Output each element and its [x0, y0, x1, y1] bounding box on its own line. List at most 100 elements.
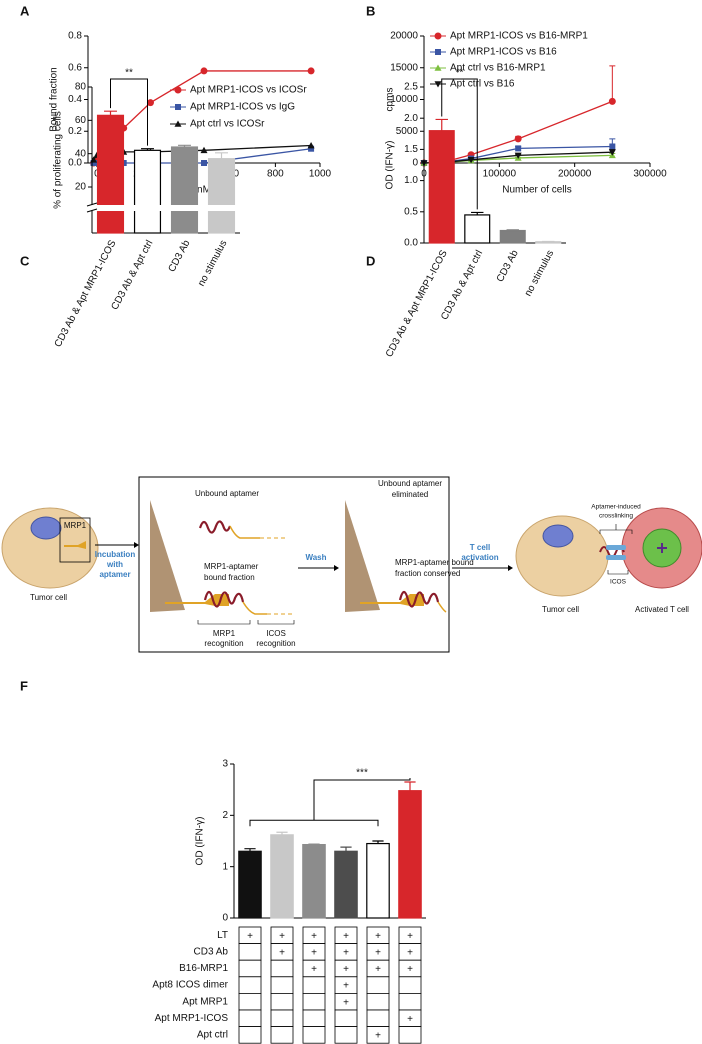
label: recognition	[256, 639, 295, 648]
error-bar	[276, 831, 288, 835]
bracket	[607, 570, 629, 575]
table-cell	[366, 1026, 390, 1044]
y-tick-label: 1	[222, 861, 228, 872]
marker	[174, 120, 182, 127]
cell-mark: +	[311, 948, 317, 959]
marker	[307, 67, 315, 75]
label: MRP1-aptamer	[204, 562, 259, 571]
bar	[238, 850, 262, 919]
x-tick-label: 1000	[309, 169, 332, 180]
y-tick-label: 0.5	[404, 206, 418, 217]
y-tick-label: 1.0	[404, 175, 418, 186]
y-tick-label: 1.5	[404, 144, 418, 155]
y-tick-label: 60	[75, 115, 87, 126]
significance-bracket	[441, 78, 478, 210]
row-label: Apt8 ICOS dimer	[152, 980, 228, 991]
table-cell	[238, 959, 262, 978]
aptamer	[398, 590, 440, 608]
legend-label: Apt MRP1-ICOS vs B16	[450, 47, 557, 58]
bar	[96, 114, 125, 234]
label: Aptamer-induced	[591, 504, 641, 511]
label: ICOS	[266, 629, 286, 638]
significance-label: **	[125, 68, 133, 79]
label: crosslinking	[599, 513, 633, 520]
bar	[207, 158, 236, 234]
y-axis-label: % of proliferating cells	[53, 111, 64, 209]
error-bar	[506, 229, 519, 231]
cell-mark: +	[343, 997, 349, 1008]
bar	[302, 843, 326, 919]
error-bar	[104, 110, 117, 116]
bar	[334, 850, 358, 919]
x-tick-label: 300000	[633, 169, 667, 180]
marker	[146, 99, 154, 107]
arrow-head	[334, 565, 339, 571]
x-tick-label: CD3 Ab & Apt ctrl	[109, 238, 155, 311]
arrow-head	[508, 565, 513, 571]
marker	[608, 149, 616, 156]
marker	[307, 142, 315, 149]
marker	[200, 146, 208, 154]
bar	[133, 149, 162, 234]
label: MRP1-aptamer bound	[395, 558, 474, 567]
cell-mark: +	[375, 964, 381, 975]
aptamer-tail	[242, 601, 267, 615]
table-cell	[302, 993, 326, 1011]
cell-mark: +	[247, 931, 253, 942]
x-tick-label: 800	[267, 169, 284, 180]
table-cell	[398, 993, 422, 1011]
nucleus	[30, 516, 62, 540]
marker	[435, 49, 441, 55]
error-bar	[435, 118, 448, 131]
table-cell	[366, 993, 390, 1011]
label: ICOS	[610, 579, 627, 586]
table-cell	[302, 976, 326, 994]
label: aptamer	[99, 570, 130, 579]
marker	[608, 97, 616, 105]
label: Tumor cell	[542, 605, 579, 614]
legend-label: Apt MRP1-ICOS vs B16-MRP1	[450, 31, 588, 42]
marker	[434, 81, 442, 88]
aptamer	[198, 520, 232, 534]
icos	[606, 545, 626, 550]
y-axis-label: Bound fraction	[49, 67, 60, 132]
y-tick-label: 80	[75, 82, 87, 93]
label: recognition	[204, 639, 243, 648]
legend-label: Apt MRP1-ICOS vs IgG	[190, 102, 295, 113]
y-tick-label: 2	[222, 810, 228, 821]
row-label: CD3 Ab	[194, 947, 229, 958]
x-tick-label: CD3 Ab & Apt MRP1-ICOS	[384, 248, 450, 359]
marker	[175, 104, 181, 110]
label: with	[106, 560, 123, 569]
table-cell	[270, 959, 294, 978]
bar	[270, 834, 294, 919]
label: Wash	[305, 553, 326, 562]
marker	[515, 145, 522, 152]
label: MRP1	[213, 629, 236, 638]
panel-label: A	[20, 3, 30, 18]
x-tick-label: CD3 Ab	[167, 238, 193, 274]
label: bound fraction	[204, 573, 255, 582]
table-cell	[334, 1009, 358, 1028]
marker	[200, 67, 208, 75]
y-tick-label: 0.8	[68, 31, 82, 42]
panel-label: C	[20, 253, 30, 268]
bracket	[197, 620, 295, 625]
y-axis-label: OD (IFN-γ)	[385, 141, 396, 190]
y-tick-label: 40	[75, 148, 87, 159]
cell-wedge	[345, 500, 380, 612]
bar	[428, 130, 455, 244]
legend-label: Apt ctrl vs B16	[450, 79, 515, 90]
y-tick-label: 0	[222, 913, 228, 924]
table-cell	[238, 976, 262, 994]
significance-label: ***	[356, 768, 368, 779]
row-label: Apt MRP1	[182, 996, 228, 1007]
cell-mark: +	[343, 964, 349, 975]
label: fraction conserved	[395, 569, 460, 578]
plus-sign	[657, 543, 667, 553]
axis-break	[86, 205, 240, 211]
significance-label: **	[456, 68, 464, 79]
cell-mark: +	[375, 1031, 381, 1042]
marker	[434, 32, 442, 40]
